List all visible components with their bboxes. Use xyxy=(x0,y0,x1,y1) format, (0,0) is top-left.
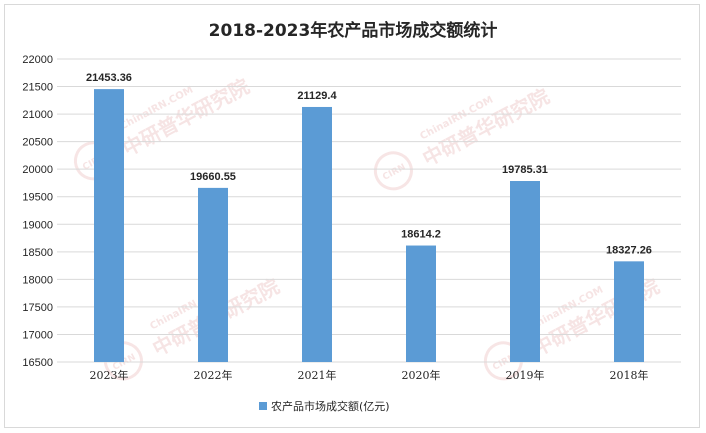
data-label: 19785.31 xyxy=(502,164,548,176)
y-tick-label: 20000 xyxy=(22,164,53,176)
gridlines xyxy=(57,58,681,363)
y-tick-label: 21500 xyxy=(22,82,53,94)
y-tick-label: 16500 xyxy=(22,357,53,369)
bars xyxy=(94,89,644,362)
x-tick-label: 2022年 xyxy=(194,368,233,382)
bar xyxy=(302,106,332,362)
data-label: 18614.2 xyxy=(401,229,441,241)
data-label: 21453.36 xyxy=(86,72,132,84)
data-label: 19660.55 xyxy=(190,171,236,183)
y-tick-label: 17500 xyxy=(22,302,53,314)
x-tick-label: 2023年 xyxy=(90,368,129,382)
x-tick-label: 2020年 xyxy=(402,368,441,382)
bar xyxy=(406,245,436,362)
legend: 农产品市场成交额(亿元) xyxy=(259,399,390,413)
watermark-layer: CIRNChinaIRN.COM中研普华研究院CIRNChinaIRN.COM中… xyxy=(73,74,663,381)
data-labels: 21453.36 19660.55 21129.4 18614.2 19785.31 18… xyxy=(86,72,652,256)
x-tick-label: 2019年 xyxy=(506,368,545,382)
data-label: 18327.26 xyxy=(606,244,652,256)
chart-title: 2018-2023年农产品市场成交额统计 xyxy=(209,20,498,41)
x-axis-ticks: 2023年 2022年 2021年 2020年 2019年 2018年 xyxy=(90,368,649,382)
y-tick-label: 17000 xyxy=(22,329,53,341)
y-tick-label: 19500 xyxy=(22,192,53,204)
bar xyxy=(198,187,228,362)
x-tick-label: 2018年 xyxy=(610,368,649,382)
y-tick-label: 21000 xyxy=(22,109,53,121)
legend-swatch xyxy=(259,402,267,410)
y-tick-label: 18000 xyxy=(22,274,53,286)
y-tick-label: 18500 xyxy=(22,247,53,259)
bar xyxy=(614,261,644,362)
legend-label: 农产品市场成交额(亿元) xyxy=(271,399,390,413)
bar xyxy=(510,181,540,362)
bar-chart: CIRNChinaIRN.COM中研普华研究院CIRNChinaIRN.COM中… xyxy=(22,20,681,413)
y-tick-label: 20500 xyxy=(22,137,53,149)
x-tick-label: 2021年 xyxy=(298,368,337,382)
y-tick-label: 19000 xyxy=(22,219,53,231)
y-tick-label: 22000 xyxy=(22,54,53,66)
chart-frame: CIRNChinaIRN.COM中研普华研究院CIRNChinaIRN.COM中… xyxy=(4,4,700,428)
svg-text:CIRN: CIRN xyxy=(381,162,407,182)
bar xyxy=(94,89,124,362)
data-label: 21129.4 xyxy=(297,90,337,102)
y-axis-ticks: 16500 17000 17500 18000 18500 19000 19500 20000… xyxy=(22,54,53,369)
